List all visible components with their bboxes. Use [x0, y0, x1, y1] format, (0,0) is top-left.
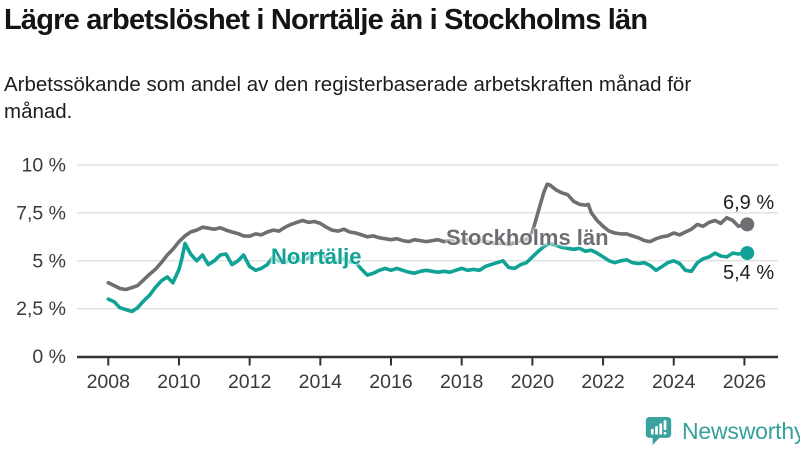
series-end-dot-norrtalje — [740, 246, 755, 261]
x-tick-label: 2016 — [369, 371, 412, 393]
series-line-norrtalje — [106, 241, 750, 314]
x-tick-label: 2010 — [157, 371, 201, 393]
series-end-dot-stockholms-lan — [740, 217, 755, 232]
y-tick-label: 0 % — [32, 346, 66, 368]
x-tick-label: 2012 — [228, 371, 271, 393]
end-value-label-norrtalje: 5,4 % — [723, 262, 775, 284]
newsworthy-logo[interactable]: Newsworthy — [644, 415, 800, 448]
x-tick-label: 2024 — [652, 371, 696, 393]
newsworthy-wordmark: Newsworthy — [682, 418, 800, 444]
series-label-stockholms-lan: Stockholms län — [446, 225, 609, 250]
x-tick-label: 2014 — [299, 371, 343, 393]
end-value-label-stockholms-lan: 6,9 % — [723, 192, 775, 214]
x-tick-label: 2008 — [87, 371, 130, 393]
chart-title: Lägre arbetslöshet i Norrtälje än i Stoc… — [4, 4, 648, 36]
y-tick-label: 5 % — [32, 250, 66, 272]
series-line-stockholms-lan — [106, 182, 750, 292]
y-tick-label: 2,5 % — [16, 298, 66, 320]
bar-chart-speech-bubble-icon — [645, 417, 672, 446]
chart-subtitle: Arbetssökande som andel av den registerb… — [4, 73, 692, 123]
y-tick-label: 7,5 % — [16, 202, 66, 224]
x-tick-label: 2018 — [440, 371, 483, 393]
x-tick-label: 2026 — [723, 371, 766, 393]
x-tick-label: 2022 — [581, 371, 624, 393]
y-tick-label: 10 % — [22, 155, 66, 177]
x-tick-label: 2020 — [511, 371, 555, 393]
series-label-norrtalje: Norrtälje — [271, 244, 362, 269]
